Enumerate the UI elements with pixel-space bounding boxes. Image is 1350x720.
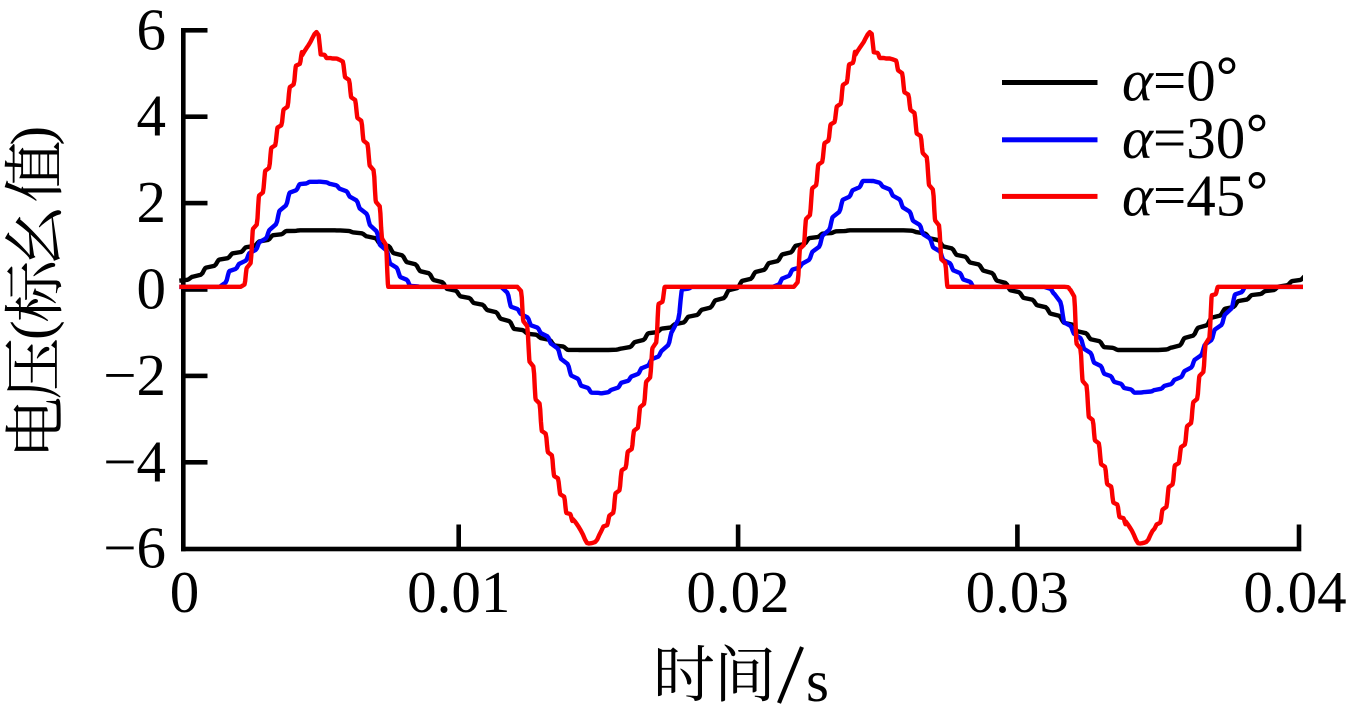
svg-text:4: 4	[137, 83, 167, 149]
svg-text:−6: −6	[103, 515, 166, 581]
svg-text:0.02: 0.02	[686, 559, 789, 625]
svg-text:): )	[0, 126, 64, 146]
svg-text:0: 0	[137, 256, 167, 322]
svg-text:0.04: 0.04	[1243, 559, 1346, 625]
svg-text:0.01: 0.01	[407, 559, 510, 625]
svg-text:0.03: 0.03	[966, 559, 1069, 625]
svg-text:α=30: α=30	[1122, 105, 1245, 171]
svg-text:α=45: α=45	[1122, 162, 1245, 228]
svg-text:6: 6	[137, 0, 167, 62]
svg-text:−4: −4	[103, 428, 166, 494]
svg-text:(: (	[0, 320, 64, 340]
svg-text:−2: −2	[103, 342, 166, 408]
svg-text:2: 2	[137, 169, 167, 235]
svg-text:s: s	[806, 648, 829, 714]
svg-text:α=0: α=0	[1122, 48, 1216, 114]
svg-text:0: 0	[170, 559, 200, 625]
